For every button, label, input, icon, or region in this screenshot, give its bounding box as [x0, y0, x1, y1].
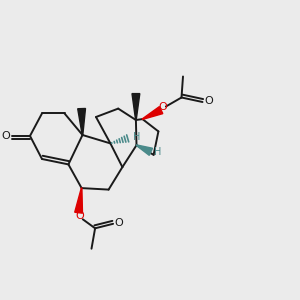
Text: O: O: [115, 218, 124, 228]
Text: O: O: [1, 131, 10, 141]
Polygon shape: [75, 188, 83, 213]
Text: O: O: [204, 96, 213, 106]
Polygon shape: [136, 145, 152, 155]
Polygon shape: [132, 94, 140, 120]
Text: O: O: [75, 211, 84, 221]
Polygon shape: [78, 109, 86, 135]
Polygon shape: [142, 106, 163, 119]
Text: H: H: [154, 147, 161, 158]
Text: O: O: [158, 101, 167, 112]
Text: H: H: [133, 132, 140, 142]
